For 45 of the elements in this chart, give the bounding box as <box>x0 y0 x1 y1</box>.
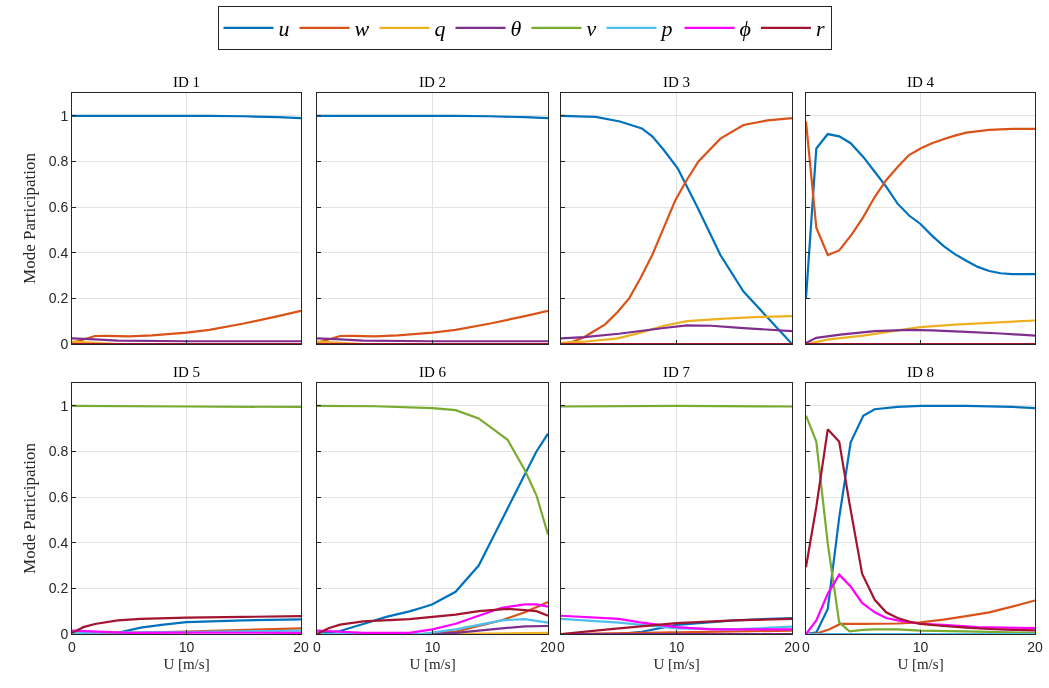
y-axis-title: Mode Participation <box>20 442 40 574</box>
y-tick-label: 0 <box>60 335 69 352</box>
x-tick-label: 20 <box>1027 638 1043 655</box>
legend-label: θ <box>510 16 522 42</box>
x-axis-title: U [m/s] <box>409 655 456 672</box>
x-tick-label: 20 <box>784 638 800 655</box>
x-tick-label: 10 <box>912 638 929 655</box>
y-tick-label: 0.2 <box>48 290 69 307</box>
y-tick-label: 0.8 <box>48 443 69 460</box>
y-tick-label: 0.6 <box>48 198 69 215</box>
y-tick-label: 0.4 <box>48 244 69 261</box>
y-axis-title: Mode Participation <box>20 152 40 284</box>
y-tick-label: 0.4 <box>48 534 69 551</box>
y-tick-label: 0 <box>60 625 69 642</box>
legend-label: r <box>815 16 825 42</box>
x-axis-title: U [m/s] <box>163 655 210 672</box>
chart-title: ID 7 <box>662 364 691 380</box>
x-tick-label: 0 <box>802 638 811 655</box>
y-tick-label: 0.2 <box>48 580 69 597</box>
x-axis-title: U [m/s] <box>897 655 944 672</box>
x-tick-label: 10 <box>668 638 685 655</box>
legend-label: w <box>354 16 370 42</box>
x-tick-label: 20 <box>293 638 309 655</box>
x-tick-label: 10 <box>424 638 441 655</box>
y-tick-label: 1 <box>60 107 69 124</box>
x-tick-label: 20 <box>540 638 556 655</box>
chart-title: ID 6 <box>418 364 447 380</box>
chart-title: ID 2 <box>418 74 447 90</box>
legend-label: p <box>659 16 673 42</box>
x-tick-label: 0 <box>557 638 566 655</box>
legend-label: ϕ <box>739 16 751 42</box>
legend-label: q <box>434 16 446 42</box>
legend-label: u <box>278 16 290 42</box>
x-tick-label: 0 <box>313 638 322 655</box>
y-tick-label: 0.8 <box>48 153 69 170</box>
chart-title: ID 3 <box>662 74 691 90</box>
chart-title: ID 4 <box>906 74 935 90</box>
legend-label: v <box>586 16 597 42</box>
y-tick-label: 1 <box>60 397 69 414</box>
y-tick-label: 0.6 <box>48 488 69 505</box>
x-tick-label: 10 <box>178 638 195 655</box>
chart-title: ID 5 <box>172 364 201 380</box>
chart-title: ID 8 <box>906 364 935 380</box>
chart-title: ID 1 <box>172 74 201 90</box>
x-axis-title: U [m/s] <box>653 655 700 672</box>
